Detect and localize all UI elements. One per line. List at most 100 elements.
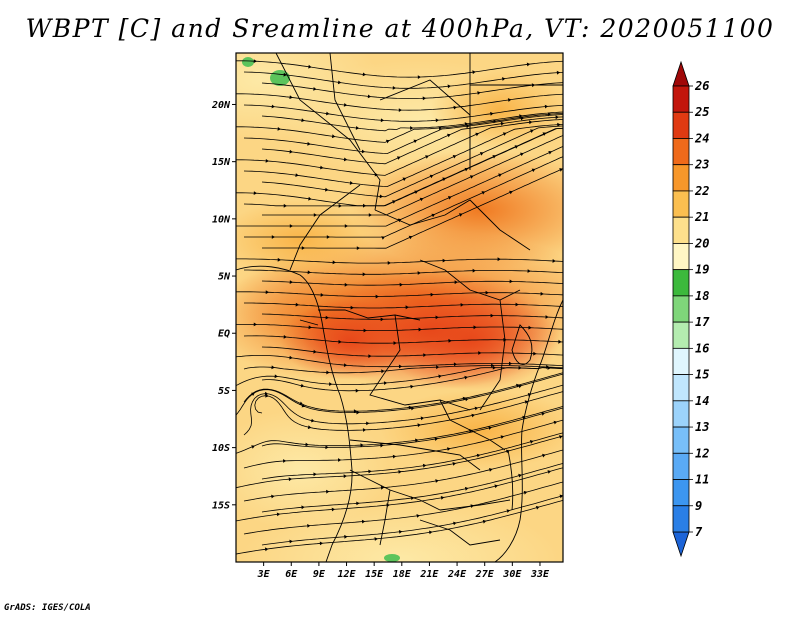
streamline-arrow: [253, 322, 257, 327]
streamline-arrow: [283, 335, 287, 339]
streamline-arrow: [570, 130, 574, 134]
streamline-arrow: [552, 259, 556, 263]
streamline: [236, 60, 563, 78]
streamline-arrow: [337, 80, 342, 85]
streamline-arrow: [541, 412, 545, 416]
streamline-arrow: [447, 196, 452, 200]
streamline-arrow: [447, 84, 451, 89]
streamline-arrow: [520, 116, 524, 121]
streamline-arrow: [442, 258, 446, 263]
streamline: [243, 449, 563, 502]
streamline-arrow: [555, 115, 559, 120]
streamline-arrow: [481, 191, 486, 195]
streamline-arrow: [477, 91, 481, 95]
streamlines: [236, 59, 574, 555]
colorbar-swatch: [672, 295, 690, 323]
streamline-arrow: [383, 381, 388, 385]
lat-tick-label: 20N: [211, 100, 231, 111]
streamline-arrow: [381, 369, 385, 374]
streamline-arrow: [355, 388, 359, 393]
streamline-arrow: [343, 474, 347, 479]
lon-tick-label: 30E: [502, 569, 522, 580]
streamline-arrow: [569, 369, 573, 373]
streamline: [236, 118, 563, 176]
streamline-arrow: [464, 375, 468, 380]
streamline-arrow: [529, 120, 533, 125]
streamline-arrow: [559, 494, 563, 499]
streamline-arrow: [547, 366, 551, 370]
streamline: [243, 335, 563, 344]
streamline-arrow: [429, 530, 433, 535]
streamline-arrow: [547, 470, 552, 474]
streamline-arrow: [305, 442, 309, 447]
streamline-arrow: [417, 423, 421, 428]
lon-tick-label: 6E: [285, 569, 298, 580]
streamline: [262, 134, 563, 216]
streamline-arrow: [289, 355, 293, 360]
colorbar-top-triangle: [672, 60, 690, 87]
streamline-arrow: [524, 400, 529, 404]
streamline: [261, 313, 563, 320]
streamline-arrow: [253, 59, 257, 64]
streamline: [236, 112, 563, 143]
streamline-arrow: [355, 126, 360, 130]
colorbar-swatch: [672, 111, 690, 139]
streamline-arrow: [410, 384, 414, 389]
streamline-arrow: [344, 282, 348, 287]
streamline-arrow: [264, 391, 269, 396]
streamline-arrow: [453, 521, 457, 526]
streamline-arrow: [570, 370, 574, 374]
streamline-arrow: [520, 152, 524, 157]
streamline-arrow: [362, 428, 367, 432]
streamline-arrow: [565, 282, 568, 286]
streamline-arrow: [379, 194, 384, 199]
streamline-arrow: [526, 62, 531, 67]
streamline-arrow: [313, 472, 317, 477]
streamline-arrow: [469, 175, 474, 179]
streamline-arrow: [361, 519, 366, 524]
streamline-arrow: [485, 290, 489, 295]
streamline-arrow: [343, 157, 348, 162]
streamline-arrow: [448, 338, 452, 343]
colorbar-swatch: [672, 85, 690, 113]
streamline: [236, 405, 563, 454]
streamline-arrow: [271, 104, 275, 109]
streamline: [236, 367, 563, 387]
streamline-arrow: [398, 530, 403, 534]
colorbar-swatch: [672, 164, 690, 192]
streamline-arrow: [307, 141, 311, 146]
streamline-arrow: [392, 86, 396, 90]
colorbar-label: 11: [695, 473, 709, 487]
streamline-arrow: [380, 118, 385, 123]
streamline-arrow: [380, 443, 384, 448]
streamline-arrow: [396, 156, 401, 160]
streamline-arrow: [523, 490, 528, 495]
streamline-arrow: [557, 122, 561, 127]
lat-tick-label: 5N: [218, 272, 231, 283]
streamline: [236, 324, 563, 331]
streamline: [243, 419, 563, 469]
colorbar-label: 22: [694, 184, 709, 198]
streamline-arrow: [402, 177, 407, 182]
streamline-arrow: [295, 302, 299, 307]
streamline-arrow: [271, 494, 275, 499]
streamline-arrow: [362, 72, 367, 77]
streamline-arrow: [434, 437, 439, 441]
streamline: [261, 116, 563, 165]
streamline: [236, 258, 563, 264]
lat-tick-label: 15N: [212, 157, 231, 168]
longitude-axis: 3E 6E 9E 12E 15E 18E 21E 24E 27E 30E 33E: [257, 562, 550, 580]
streamline-arrow: [366, 421, 370, 426]
streamline-arrow: [307, 425, 312, 430]
streamline-arrow: [264, 547, 269, 552]
streamline-arrow: [385, 139, 390, 144]
streamline-arrow: [356, 246, 360, 250]
streamline-arrow: [413, 139, 418, 144]
streamline-arrow: [343, 103, 348, 107]
streamline: [261, 280, 563, 286]
streamline-arrow: [367, 94, 372, 99]
lat-tick-label: 10N: [212, 214, 231, 225]
streamline-arrow: [301, 403, 306, 408]
streamline-arrow: [533, 351, 537, 356]
